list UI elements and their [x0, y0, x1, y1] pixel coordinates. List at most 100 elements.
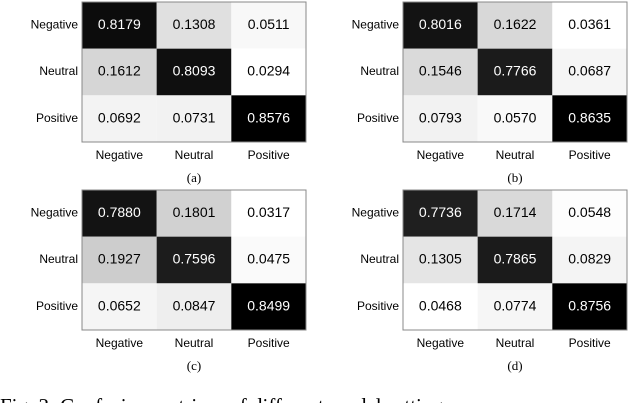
y-tick-label: Neutral: [360, 252, 399, 266]
cell-label: 0.1308: [173, 16, 216, 32]
cell-label: 0.1612: [98, 63, 141, 79]
cell-label: 0.8016: [419, 16, 462, 32]
y-tick-label: Negative: [31, 206, 79, 220]
cell: [552, 2, 627, 49]
cell: [403, 95, 478, 142]
cell: [403, 236, 478, 284]
y-tick-label: Neutral: [360, 64, 399, 78]
y-tick-label: Positive: [36, 299, 78, 313]
cell: [231, 95, 306, 142]
frame: [402, 189, 628, 331]
x-tick-label: Neutral: [496, 336, 535, 350]
cell: [477, 95, 553, 142]
cell: [82, 190, 157, 237]
cell-label: 0.8756: [568, 297, 611, 313]
cell: [82, 283, 157, 330]
y-tick-label: Positive: [357, 299, 399, 313]
cell-label: 0.0548: [568, 204, 611, 220]
cell-label: 0.7865: [494, 251, 537, 267]
cell-label: 0.8093: [173, 63, 216, 79]
cell-label: 0.0294: [247, 63, 290, 79]
cell: [231, 2, 306, 49]
cell: [231, 190, 306, 237]
cell: [552, 190, 627, 237]
cell-label: 0.1305: [419, 251, 462, 267]
y-tick-label: Negative: [31, 18, 79, 32]
cell: [82, 236, 157, 284]
cell-label: 0.0774: [494, 297, 537, 313]
cell-label: 0.0468: [419, 297, 462, 313]
cell-label: 0.0687: [568, 63, 611, 79]
cell: [82, 95, 157, 142]
cell-label: 0.8576: [247, 109, 290, 125]
cell: [477, 2, 553, 49]
cell: [231, 236, 306, 284]
panel-label: (b): [507, 170, 522, 185]
cell-label: 0.0731: [173, 109, 216, 125]
cell-label: 0.0793: [419, 109, 462, 125]
x-tick-label: Negative: [96, 336, 144, 350]
cell-label: 0.8499: [247, 297, 290, 313]
caption: Fig. 3: Confusion matrices of different …: [0, 394, 478, 403]
cell-label: 0.1546: [419, 63, 462, 79]
cell: [477, 48, 553, 96]
cell-label: 0.0847: [173, 297, 216, 313]
cell: [156, 236, 232, 284]
cell-label: 0.1801: [173, 204, 216, 220]
cell: [552, 48, 627, 96]
y-tick-label: Positive: [357, 111, 399, 125]
cell-label: 0.1622: [494, 16, 537, 32]
cell-label: 0.7596: [173, 251, 216, 267]
cell: [477, 236, 553, 284]
x-tick-label: Positive: [248, 148, 290, 162]
cell: [156, 48, 232, 96]
frame: [402, 1, 628, 143]
x-tick-label: Positive: [248, 336, 290, 350]
cell-label: 0.0652: [98, 297, 141, 313]
cell-label: 0.8635: [568, 109, 611, 125]
frame: [81, 1, 307, 143]
frame: [81, 189, 307, 331]
x-tick-label: Negative: [96, 148, 144, 162]
cell: [403, 283, 478, 330]
y-tick-label: Negative: [352, 206, 400, 220]
y-tick-label: Negative: [352, 18, 400, 32]
x-tick-label: Negative: [417, 148, 465, 162]
x-tick-label: Neutral: [175, 148, 214, 162]
x-tick-label: Neutral: [496, 148, 535, 162]
y-tick-label: Neutral: [39, 64, 78, 78]
cell: [552, 95, 627, 142]
cell: [156, 95, 232, 142]
cell-label: 0.0829: [568, 251, 611, 267]
x-tick-label: Negative: [417, 336, 465, 350]
panel-label: (c): [187, 358, 201, 373]
panel-label: (d): [507, 358, 522, 373]
cell-label: 0.7736: [419, 204, 462, 220]
cell-label: 0.0475: [247, 251, 290, 267]
cell: [477, 283, 553, 330]
cell: [403, 48, 478, 96]
cell-label: 0.1927: [98, 251, 141, 267]
cell: [156, 2, 232, 49]
cell: [552, 283, 627, 330]
cell-label: 0.7766: [494, 63, 537, 79]
cell: [231, 48, 306, 96]
x-tick-label: Positive: [569, 336, 611, 350]
cell: [552, 236, 627, 284]
cell: [231, 283, 306, 330]
cell-label: 0.0692: [98, 109, 141, 125]
cell-label: 0.1714: [494, 204, 537, 220]
cell: [403, 2, 478, 49]
cell-label: 0.0511: [248, 16, 290, 32]
cell: [403, 190, 478, 237]
cell: [156, 283, 232, 330]
cell-label: 0.0361: [568, 16, 611, 32]
cell-label: 0.8179: [98, 16, 141, 32]
y-tick-label: Positive: [36, 111, 78, 125]
panel-label: (a): [187, 170, 201, 185]
cell-label: 0.0570: [494, 109, 537, 125]
cell-label: 0.0317: [247, 204, 290, 220]
cell: [477, 190, 553, 237]
x-tick-label: Positive: [569, 148, 611, 162]
